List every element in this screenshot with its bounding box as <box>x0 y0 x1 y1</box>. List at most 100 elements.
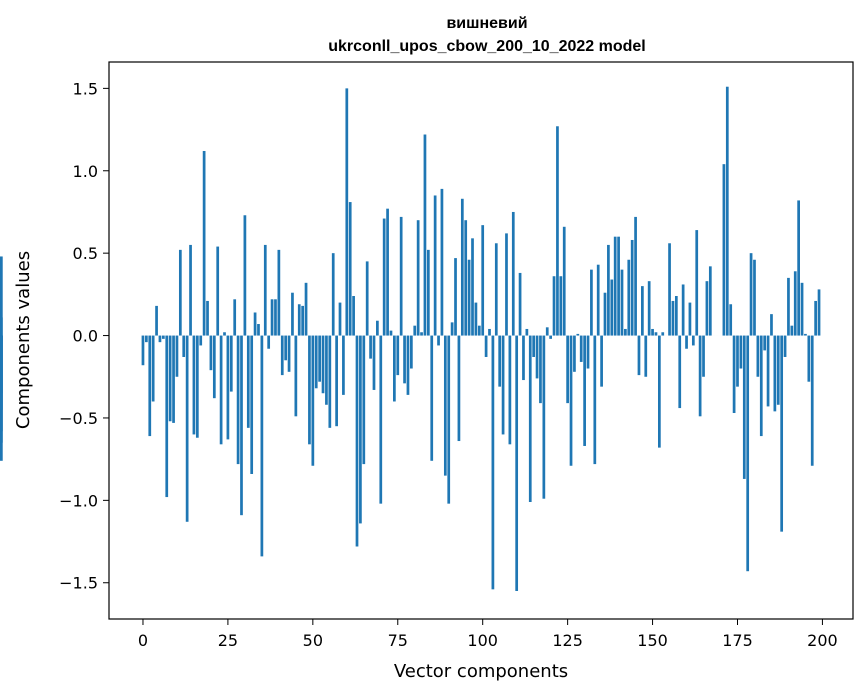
bar <box>464 220 468 336</box>
bar <box>342 335 345 395</box>
bar <box>729 304 733 336</box>
bar <box>637 335 641 376</box>
y-tick-label: 0.0 <box>73 327 98 346</box>
bar <box>155 305 158 336</box>
bar <box>420 332 423 336</box>
bar <box>382 218 386 336</box>
bar <box>644 335 648 377</box>
bar <box>583 335 586 446</box>
bar <box>753 259 756 336</box>
bar <box>776 335 780 405</box>
x-axis-label: Vector components <box>394 661 568 682</box>
bar <box>250 335 254 474</box>
bar <box>573 335 576 372</box>
bar <box>539 335 542 404</box>
bar <box>280 335 284 376</box>
bar <box>162 335 165 339</box>
bar <box>494 243 498 336</box>
bar <box>535 335 539 379</box>
bar <box>708 266 712 336</box>
bar <box>331 253 335 336</box>
bar <box>195 335 199 438</box>
bar <box>797 200 800 336</box>
bar <box>474 302 478 336</box>
bar <box>671 300 675 336</box>
bar <box>763 335 767 351</box>
bar <box>471 238 474 336</box>
bar <box>515 335 519 591</box>
bar <box>253 312 257 336</box>
bar <box>0 256 3 336</box>
bar <box>756 335 760 377</box>
bar <box>389 330 393 336</box>
bar <box>790 325 794 336</box>
x-tick-label: 200 <box>807 631 838 650</box>
bar <box>209 335 213 371</box>
bar <box>481 225 485 336</box>
y-tick-label: −0.5 <box>59 409 98 428</box>
chart-subtitle: ukrconll_upos_cbow_200_10_2022 model <box>328 38 645 55</box>
bar <box>681 284 685 336</box>
bar <box>182 335 186 357</box>
bar <box>549 335 552 339</box>
bar <box>277 249 281 336</box>
bar <box>379 335 383 504</box>
bar <box>301 305 304 336</box>
bar <box>423 134 427 336</box>
y-axis-ticks: −1.5 −1.0 −0.5 0.0 0.5 1.0 1.5 <box>59 79 109 593</box>
bar <box>212 335 216 399</box>
bar <box>365 261 369 336</box>
x-tick-label: 25 <box>218 631 238 650</box>
bar <box>630 239 634 336</box>
chart-title: вишневий <box>446 15 527 32</box>
bar <box>702 335 705 377</box>
bar <box>145 335 148 343</box>
bar <box>634 216 637 336</box>
bar <box>742 335 746 479</box>
bar <box>746 335 750 572</box>
bar <box>376 320 379 336</box>
bar <box>430 335 434 461</box>
bar <box>566 335 569 404</box>
bar <box>569 335 573 466</box>
bar <box>810 335 814 466</box>
bar <box>192 335 196 435</box>
bar <box>596 264 600 336</box>
bar <box>355 335 359 547</box>
bar <box>284 335 288 361</box>
bar <box>545 327 549 336</box>
x-tick-label: 175 <box>722 631 753 650</box>
bar <box>552 276 556 336</box>
bar <box>274 299 277 336</box>
bar <box>257 324 260 336</box>
bar <box>457 335 461 442</box>
bar <box>403 335 406 384</box>
bar <box>406 335 410 395</box>
bar <box>260 335 264 557</box>
bar <box>651 328 654 336</box>
bar <box>800 282 804 336</box>
bar <box>787 277 790 336</box>
bar <box>804 333 807 336</box>
bar <box>685 335 688 349</box>
bar <box>369 335 372 359</box>
bar <box>189 244 192 336</box>
bar <box>498 335 502 387</box>
bar <box>460 198 464 336</box>
bar <box>291 292 294 336</box>
bar <box>148 335 152 437</box>
bar <box>393 335 396 402</box>
bar <box>505 233 508 336</box>
bar <box>297 304 301 336</box>
bar <box>362 335 366 465</box>
bar <box>691 335 695 346</box>
x-tick-label: 0 <box>138 631 148 650</box>
bar <box>511 211 515 336</box>
bar <box>814 300 817 336</box>
bar <box>807 335 811 382</box>
bar <box>688 302 692 336</box>
bar <box>185 335 189 522</box>
bar <box>359 335 362 524</box>
bar <box>348 202 352 336</box>
bar <box>732 335 736 414</box>
